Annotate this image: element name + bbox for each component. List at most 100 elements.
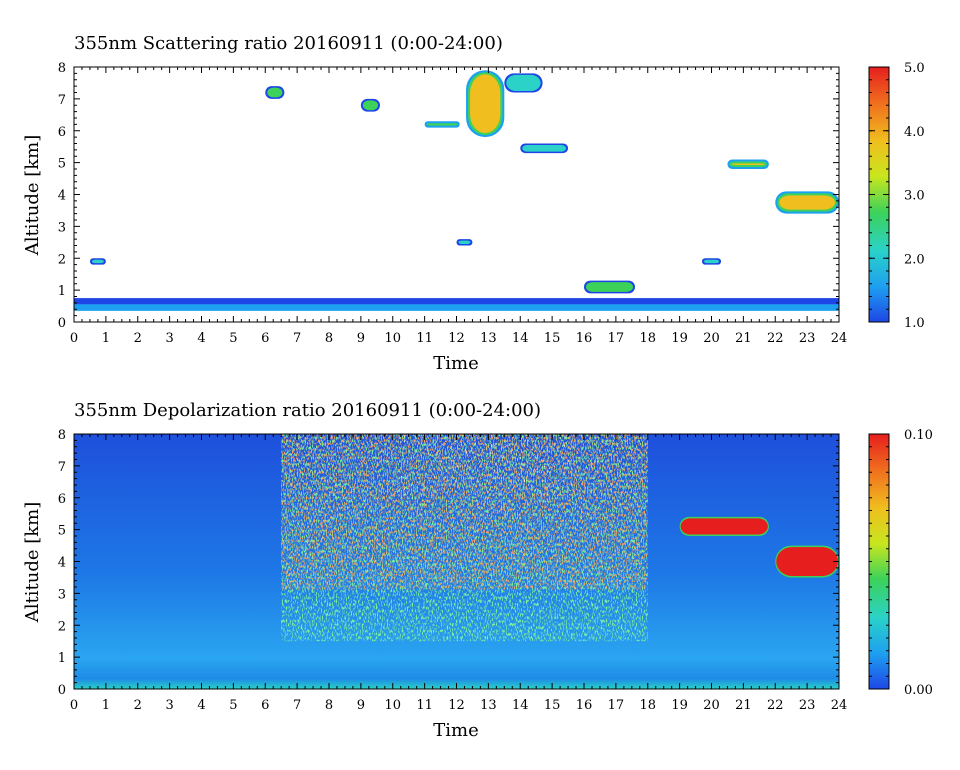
- cloud-body: [91, 259, 104, 264]
- x-tick-label: 10: [384, 331, 401, 346]
- y-tick-label: 4: [58, 556, 66, 571]
- x-tick-label: 22: [767, 331, 784, 346]
- y-tick-label: 2: [58, 619, 66, 634]
- x-axis-label: Time: [433, 720, 478, 741]
- data-feature: [504, 73, 543, 93]
- x-tick-label: 1: [102, 698, 110, 713]
- x-tick-label: 24: [831, 698, 848, 713]
- y-tick-label: 5: [58, 157, 66, 172]
- y-tick-label: 7: [58, 460, 66, 475]
- x-tick-label: 2: [134, 331, 142, 346]
- x-tick-label: 22: [767, 698, 784, 713]
- x-tick-label: 20: [703, 698, 720, 713]
- depolarization-panel: 355nm Depolarization ratio 20160911 (0:0…: [22, 400, 933, 741]
- x-tick-label: 5: [229, 331, 237, 346]
- plot-data: [74, 70, 839, 311]
- x-tick-label: 4: [197, 698, 205, 713]
- x-tick-label: 6: [261, 331, 269, 346]
- x-axis: 0 1 2 3 4 5 6 7 8 9 10 11 12 13 14 15 16 17 18 19 20 21 22 23 24: [70, 434, 847, 713]
- cloud-body: [586, 282, 633, 292]
- cloud-body: [506, 74, 541, 91]
- data-feature: [265, 86, 285, 99]
- x-tick-label: 9: [357, 331, 365, 346]
- colorbar-tick-label: 4.0: [904, 125, 925, 140]
- y-axis: 0 1 2 3 4 5 6 7 8: [58, 61, 839, 331]
- x-tick-label: 13: [480, 698, 497, 713]
- y-tick-label: 2: [58, 252, 66, 267]
- cloud-core: [731, 163, 765, 165]
- x-tick-label: 23: [799, 698, 816, 713]
- x-tick-label: 18: [639, 698, 656, 713]
- data-feature: [466, 70, 505, 138]
- colorbar-tick-label: 2.0: [904, 252, 925, 267]
- x-axis: 0 1 2 3 4 5 6 7 8 9 10 11 12 13 14 15 16 17 18 19 20 21 22 23 24: [70, 67, 847, 346]
- cloud-body: [703, 259, 720, 264]
- y-axis-label: Altitude [km]: [22, 502, 43, 624]
- y-axis: 0 1 2 3 4 5 6 7 8: [58, 428, 839, 698]
- chart-title: 355nm Scattering ratio 20160911 (0:00-24…: [74, 33, 503, 54]
- x-tick-label: 14: [512, 698, 529, 713]
- x-tick-label: 23: [799, 331, 816, 346]
- cloud-edge: [74, 307, 839, 311]
- y-axis-label: Altitude [km]: [22, 135, 43, 257]
- y-tick-label: 3: [58, 587, 66, 602]
- data-feature: [775, 545, 839, 578]
- x-tick-label: 17: [608, 331, 625, 346]
- cloud-core: [680, 518, 768, 535]
- data-feature: [89, 258, 106, 265]
- colorbar-tick-label: 5.0: [904, 61, 925, 76]
- cloud-body: [362, 100, 378, 111]
- data-feature: [456, 239, 473, 246]
- y-tick-label: 1: [58, 651, 66, 666]
- x-tick-label: 24: [831, 331, 848, 346]
- x-tick-label: 12: [448, 698, 465, 713]
- cloud-core: [470, 74, 501, 134]
- y-tick-label: 1: [58, 284, 66, 299]
- colorbar-tick-label: 0.10: [904, 428, 933, 443]
- y-tick-label: 7: [58, 93, 66, 108]
- colorbar: 1.0 2.0 3.0 4.0 5.0: [868, 61, 925, 331]
- data-feature: [74, 307, 839, 311]
- x-tick-label: 8: [325, 331, 333, 346]
- plot-data: [74, 434, 839, 689]
- x-tick-label: 14: [512, 331, 529, 346]
- colorbar: 0.00 0.10: [868, 428, 933, 698]
- colorbar-tick-label: 3.0: [904, 189, 925, 204]
- x-tick-label: 1: [102, 331, 110, 346]
- data-feature: [701, 258, 722, 265]
- x-tick-label: 19: [671, 331, 688, 346]
- plot-marks: [281, 434, 839, 642]
- y-tick-label: 3: [58, 220, 66, 235]
- x-tick-label: 21: [735, 331, 752, 346]
- x-tick-label: 8: [325, 698, 333, 713]
- x-tick-label: 16: [576, 331, 593, 346]
- cloud-body: [426, 123, 458, 126]
- boundary-layer: [74, 298, 839, 310]
- x-tick-label: 11: [416, 698, 433, 713]
- scattering-panel: 355nm Scattering ratio 20160911 (0:00-24…: [22, 33, 925, 374]
- y-tick-label: 6: [58, 492, 66, 507]
- colorbar-ticks: 0.00 0.10: [869, 428, 933, 698]
- data-feature: [727, 159, 769, 169]
- x-tick-label: 4: [197, 331, 205, 346]
- y-tick-label: 4: [58, 189, 66, 204]
- x-tick-label: 16: [576, 698, 593, 713]
- x-tick-label: 15: [544, 698, 561, 713]
- x-tick-label: 12: [448, 331, 465, 346]
- boundary-layer-lower: [74, 304, 839, 310]
- y-tick-label: 5: [58, 524, 66, 539]
- y-tick-label: 8: [58, 61, 66, 76]
- x-tick-label: 19: [671, 698, 688, 713]
- x-tick-label: 5: [229, 698, 237, 713]
- cloud-core: [776, 547, 838, 576]
- x-tick-label: 6: [261, 698, 269, 713]
- chart-title: 355nm Depolarization ratio 20160911 (0:0…: [74, 400, 541, 421]
- x-tick-label: 10: [384, 698, 401, 713]
- data-feature: [775, 191, 839, 214]
- speckle-white: [391, 434, 575, 497]
- x-tick-label: 18: [639, 331, 656, 346]
- data-feature: [74, 298, 839, 310]
- data-feature: [360, 98, 380, 112]
- x-tick-label: 15: [544, 331, 561, 346]
